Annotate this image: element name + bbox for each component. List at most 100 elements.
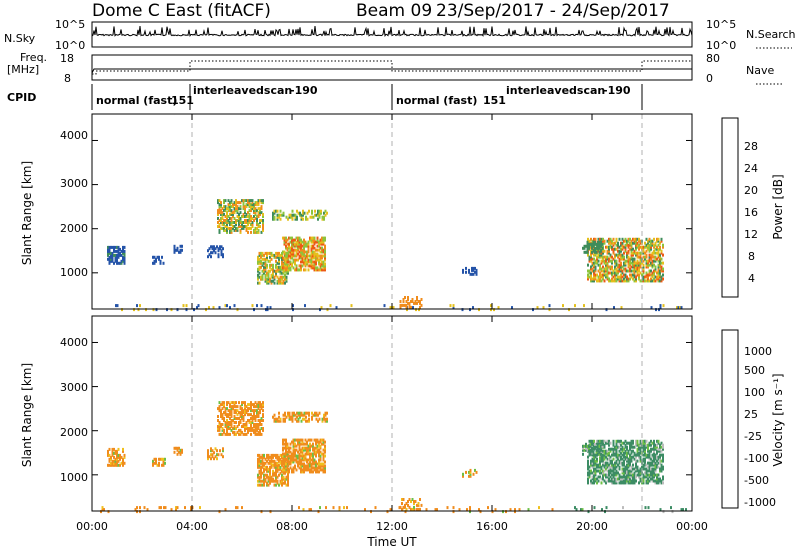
data-cell xyxy=(624,247,627,251)
data-cell xyxy=(620,261,622,265)
data-cell xyxy=(152,308,155,312)
data-cell xyxy=(253,211,255,215)
data-cell xyxy=(282,456,284,460)
data-cell xyxy=(656,477,658,481)
data-cell xyxy=(226,226,228,230)
x-tick-label: 12:00 xyxy=(376,520,408,533)
data-cell xyxy=(270,463,273,467)
data-cell xyxy=(597,279,600,283)
data-cell xyxy=(235,201,237,205)
data-cell xyxy=(465,266,467,270)
data-cell xyxy=(302,213,304,217)
data-cell xyxy=(114,257,117,261)
data-cell xyxy=(303,250,305,254)
data-cell xyxy=(254,226,257,230)
data-cell xyxy=(292,448,295,452)
data-cell xyxy=(651,239,654,243)
data-cell xyxy=(287,475,289,479)
data-cell xyxy=(657,259,660,263)
data-cell xyxy=(316,440,319,444)
data-cell xyxy=(273,275,276,279)
data-cell xyxy=(113,463,115,467)
data-cell xyxy=(624,261,627,265)
data-cell xyxy=(618,267,621,271)
data-cell xyxy=(218,230,221,234)
data-cell xyxy=(591,465,594,469)
data-cell xyxy=(623,279,625,283)
data-cell xyxy=(591,442,593,446)
data-cell xyxy=(624,445,627,449)
data-cell xyxy=(291,254,293,258)
data-cell xyxy=(651,473,654,477)
data-cell xyxy=(220,203,222,207)
data-cell xyxy=(676,306,678,310)
data-cell xyxy=(615,243,618,247)
data-cell xyxy=(292,446,295,450)
freq-unit-label: [MHz] xyxy=(7,63,39,76)
data-cell xyxy=(592,450,595,454)
data-cell xyxy=(286,460,289,464)
data-cell xyxy=(227,221,230,224)
data-cell xyxy=(245,411,248,415)
data-cell xyxy=(291,460,293,464)
data-cell xyxy=(638,239,640,243)
data-cell xyxy=(300,260,302,264)
data-cell xyxy=(275,455,277,459)
data-cell xyxy=(239,413,242,417)
data-cell xyxy=(307,444,310,448)
data-cell xyxy=(239,207,242,211)
data-cell xyxy=(324,209,327,213)
data-cell xyxy=(647,445,649,449)
data-cell xyxy=(653,279,655,283)
data-cell xyxy=(222,247,224,251)
data-cell xyxy=(224,409,227,413)
data-cell xyxy=(653,255,655,259)
data-cell xyxy=(601,508,603,512)
data-cell xyxy=(253,413,255,417)
data-cell xyxy=(645,481,648,485)
data-cell xyxy=(617,471,619,475)
data-cell xyxy=(623,255,625,259)
data-cell xyxy=(644,257,646,261)
data-cell xyxy=(288,454,290,458)
data-cell xyxy=(587,461,589,465)
data-cell xyxy=(370,510,372,514)
data-cell xyxy=(139,304,141,308)
data-cell xyxy=(288,264,290,268)
data-cell xyxy=(621,475,624,479)
data-cell xyxy=(222,449,224,453)
data-cell xyxy=(210,447,212,451)
data-cell xyxy=(642,479,645,483)
data-cell xyxy=(110,463,112,467)
data-cell xyxy=(267,461,270,465)
data-cell xyxy=(319,264,322,268)
data-cell xyxy=(307,250,310,254)
data-cell xyxy=(217,428,219,432)
data-cell xyxy=(213,451,215,455)
data-cell xyxy=(110,253,112,257)
data-cell xyxy=(300,246,302,250)
data-cell xyxy=(321,260,323,264)
data-cell xyxy=(309,454,311,458)
data-cell xyxy=(218,219,221,222)
data-cell xyxy=(291,248,293,252)
data-cell xyxy=(603,463,606,467)
data-cell xyxy=(289,254,292,258)
data-cell xyxy=(644,447,646,451)
data-cell xyxy=(298,242,301,246)
data-cell xyxy=(245,432,248,436)
data-cell xyxy=(636,243,639,247)
data-cell xyxy=(660,449,663,453)
data-cell xyxy=(301,248,304,252)
data-cell xyxy=(639,251,642,255)
data-cell xyxy=(606,261,609,265)
data-cell xyxy=(282,440,284,444)
data-cell xyxy=(321,442,323,446)
data-cell xyxy=(594,444,596,448)
data-cell xyxy=(316,268,319,272)
data-cell xyxy=(602,259,604,263)
data-cell xyxy=(219,247,221,251)
data-cell xyxy=(285,448,287,452)
data-cell xyxy=(257,255,259,259)
data-cell xyxy=(417,507,420,511)
